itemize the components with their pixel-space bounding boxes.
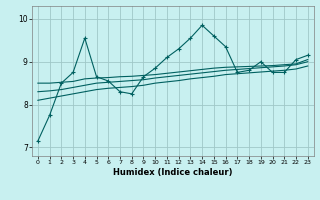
X-axis label: Humidex (Indice chaleur): Humidex (Indice chaleur) — [113, 168, 233, 177]
